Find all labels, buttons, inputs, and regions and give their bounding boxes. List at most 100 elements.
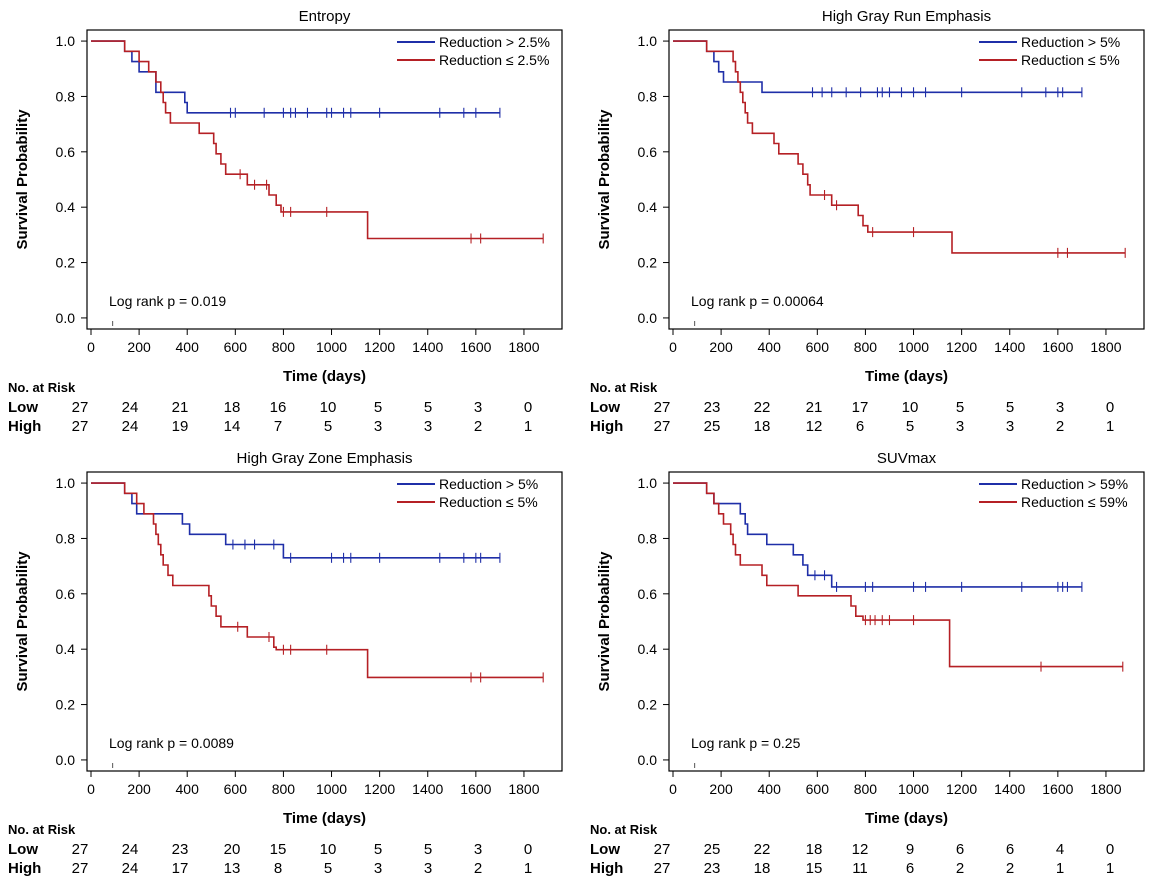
plot-frame (86, 29, 563, 330)
risk-cell-low: 25 (704, 841, 721, 858)
y-tick-label: 0.0 (638, 752, 658, 768)
x-tick-label: 1000 (316, 781, 347, 797)
risk-cell-low: 4 (1056, 841, 1064, 858)
y-tick-label: 0.2 (638, 255, 658, 271)
legend-label: Reduction ≤ 5% (439, 494, 538, 510)
risk-cell-low: 16 (270, 399, 287, 416)
x-tick-label: 400 (176, 781, 200, 797)
panel-title: High Gray Run Emphasis (822, 8, 991, 25)
survival-curve-low (91, 482, 544, 679)
risk-cell-high: 27 (72, 860, 89, 877)
y-axis-label: Survival Probability (14, 109, 31, 250)
x-tick-label: 1200 (364, 781, 395, 797)
risk-cell-low: 5 (424, 399, 432, 416)
y-axis-label: Survival Probability (596, 109, 613, 250)
risk-cell-high: 3 (424, 860, 432, 877)
x-tick-label: 400 (758, 339, 782, 355)
survival-curve-low (673, 482, 1123, 668)
risk-cell-high: 13 (224, 860, 241, 877)
legend-label: Reduction > 2.5% (439, 34, 550, 50)
risk-cell-high: 12 (806, 418, 823, 435)
risk-cell-low: 27 (654, 841, 671, 858)
risk-row-label-low: Low (8, 841, 38, 858)
log-rank-p-value: Log rank p = 0.0089 (109, 735, 234, 751)
risk-cell-high: 25 (704, 418, 721, 435)
y-tick-label: 0.2 (56, 697, 76, 713)
risk-cell-high: 23 (704, 860, 721, 877)
risk-cell-high: 24 (122, 860, 139, 877)
risk-cell-high: 1 (1106, 418, 1114, 435)
plot-frame (668, 29, 1145, 330)
x-tick-label: 1200 (946, 781, 977, 797)
km-panel-3: High Gray Zone Emphasis 0.0 0.2 0.4 0.6 0.8 1.… (8, 450, 563, 877)
km-panel-4: SUVmax 0.0 0.2 0.4 0.6 0.8 1.0 0 200 400 600 800 100… (590, 450, 1145, 877)
risk-cell-high: 1 (1056, 860, 1064, 877)
risk-cell-high: 2 (474, 418, 482, 435)
y-tick-label: 0.8 (638, 88, 658, 104)
risk-cell-high: 2 (956, 860, 964, 877)
risk-cell-low: 3 (474, 841, 482, 858)
risk-cell-high: 7 (274, 418, 282, 435)
km-panel-2: High Gray Run Emphasis 0.0 0.2 0.4 0.6 0.8 1.0… (590, 8, 1145, 435)
x-axis-label: Time (days) (865, 368, 948, 385)
risk-cell-low: 5 (1006, 399, 1014, 416)
y-tick-label: 0.6 (56, 586, 76, 602)
risk-cell-high: 2 (474, 860, 482, 877)
risk-cell-high: 6 (856, 418, 864, 435)
risk-cell-high: 1 (524, 860, 532, 877)
risk-cell-low: 22 (754, 841, 771, 858)
legend-label: Reduction > 5% (439, 476, 538, 492)
risk-cell-high: 2 (1006, 860, 1014, 877)
legend-label: Reduction > 59% (1021, 476, 1128, 492)
risk-cell-high: 1 (524, 418, 532, 435)
risk-table-header: No. at Risk (590, 380, 658, 395)
risk-cell-low: 17 (852, 399, 869, 416)
risk-cell-high: 11 (852, 860, 868, 877)
y-tick-label: 1.0 (638, 475, 658, 491)
risk-cell-low: 5 (374, 841, 382, 858)
y-tick-label: 0.4 (56, 641, 76, 657)
risk-cell-low: 6 (1006, 841, 1014, 858)
y-tick-label: 0.8 (638, 530, 658, 546)
risk-cell-low: 18 (224, 399, 241, 416)
risk-cell-low: 24 (122, 399, 139, 416)
x-tick-label: 600 (224, 339, 248, 355)
x-tick-label: 1600 (1042, 781, 1073, 797)
legend-label: Reduction > 5% (1021, 34, 1120, 50)
y-tick-label: 1.0 (638, 33, 658, 49)
risk-cell-low: 5 (956, 399, 964, 416)
risk-cell-high: 27 (654, 418, 671, 435)
risk-cell-high: 6 (906, 860, 914, 877)
x-tick-label: 1400 (994, 781, 1025, 797)
risk-cell-low: 24 (122, 841, 139, 858)
risk-cell-high: 5 (324, 860, 332, 877)
plot-frame (668, 471, 1145, 772)
risk-cell-low: 27 (72, 399, 89, 416)
risk-cell-low: 20 (224, 841, 241, 858)
risk-row-label-high: High (590, 860, 623, 877)
legend-label: Reduction ≤ 2.5% (439, 52, 549, 68)
x-tick-label: 400 (176, 339, 200, 355)
risk-cell-high: 24 (122, 418, 139, 435)
x-tick-label: 1600 (460, 339, 491, 355)
x-tick-label: 1800 (508, 339, 539, 355)
log-rank-p-value: Log rank p = 0.019 (109, 293, 226, 309)
risk-cell-high: 14 (224, 418, 241, 435)
x-tick-label: 200 (709, 339, 733, 355)
x-tick-label: 1800 (1090, 781, 1121, 797)
risk-cell-low: 10 (320, 841, 337, 858)
x-tick-label: 1000 (316, 339, 347, 355)
x-tick-label: 600 (806, 339, 830, 355)
x-tick-label: 800 (272, 339, 296, 355)
risk-cell-high: 19 (172, 418, 189, 435)
risk-cell-high: 3 (374, 418, 382, 435)
y-tick-label: 0.4 (638, 641, 658, 657)
x-tick-label: 1200 (364, 339, 395, 355)
risk-cell-low: 15 (270, 841, 287, 858)
x-tick-label: 1600 (1042, 339, 1073, 355)
risk-row-label-low: Low (8, 399, 38, 416)
survival-curve-low (91, 40, 544, 240)
risk-row-label-high: High (8, 860, 41, 877)
